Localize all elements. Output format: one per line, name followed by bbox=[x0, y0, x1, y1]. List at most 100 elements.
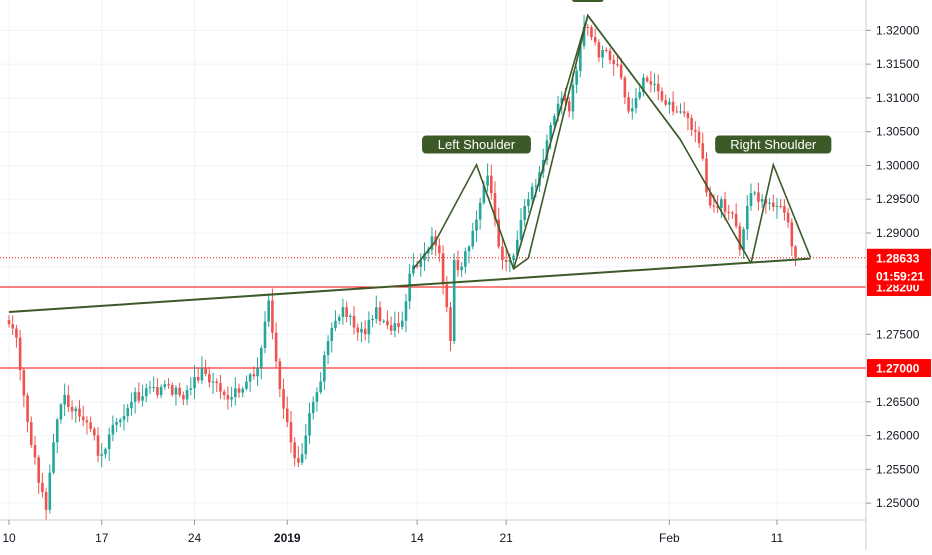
candle-up bbox=[133, 387, 137, 414]
candle-up bbox=[234, 377, 237, 406]
candle-down bbox=[289, 410, 293, 454]
candle-down bbox=[490, 164, 493, 200]
candle-body bbox=[608, 50, 612, 61]
candle-up bbox=[315, 387, 319, 412]
candle-body bbox=[397, 323, 400, 327]
candle-up bbox=[245, 375, 248, 391]
candle-body bbox=[389, 325, 393, 331]
candle-body bbox=[656, 83, 660, 92]
candle-body bbox=[67, 395, 70, 407]
candle-down bbox=[660, 87, 664, 103]
candle-up bbox=[55, 417, 59, 454]
candle-up bbox=[634, 88, 638, 114]
time-axis[interactable]: 10 17 24 2019 14 21 Feb 11 bbox=[2, 520, 784, 545]
candle-down bbox=[137, 382, 141, 404]
y-tick-label: 1.31000 bbox=[876, 91, 920, 105]
candle-body bbox=[356, 327, 360, 333]
candle-body bbox=[319, 381, 322, 393]
candle-up bbox=[367, 311, 371, 344]
candle-body bbox=[282, 389, 285, 409]
candle-body bbox=[449, 307, 452, 342]
candle-body bbox=[790, 222, 794, 247]
candle-body bbox=[363, 328, 367, 335]
candle-body bbox=[430, 236, 434, 250]
candle-down bbox=[675, 105, 679, 114]
candle-body bbox=[779, 205, 782, 207]
candle-up bbox=[720, 196, 723, 219]
candle-body bbox=[200, 368, 204, 381]
candle-down bbox=[356, 323, 360, 341]
pattern-label-text: Right Shoulder bbox=[730, 137, 817, 152]
y-tick-label: 1.30500 bbox=[876, 125, 920, 139]
pattern-polyline[interactable] bbox=[750, 162, 812, 264]
candle-body bbox=[664, 100, 667, 105]
candle-down bbox=[271, 288, 274, 340]
candle-body bbox=[601, 49, 604, 58]
candle-up bbox=[341, 298, 345, 325]
candle-body bbox=[705, 158, 708, 193]
candle-body bbox=[593, 37, 597, 43]
candle-up bbox=[174, 385, 178, 406]
grid bbox=[0, 0, 866, 520]
candle-body bbox=[263, 321, 267, 349]
candle-body bbox=[497, 219, 501, 247]
candle-down bbox=[378, 301, 382, 326]
candle-down bbox=[771, 194, 775, 212]
candle-body bbox=[490, 175, 493, 194]
pattern-label[interactable]: Left Shoulder bbox=[422, 135, 531, 154]
candle-body bbox=[712, 205, 716, 207]
candle-down bbox=[252, 366, 256, 380]
candle-up bbox=[115, 417, 118, 433]
candle-body bbox=[341, 307, 345, 318]
candle-body bbox=[545, 140, 549, 161]
candle-up bbox=[263, 311, 267, 354]
candle-down bbox=[274, 322, 278, 369]
candle-body bbox=[107, 434, 111, 450]
pattern-label-text: Left Shoulder bbox=[438, 137, 516, 152]
candle-up bbox=[304, 423, 308, 460]
candle-body bbox=[252, 374, 256, 377]
x-tick-label: 14 bbox=[410, 531, 424, 545]
candle-body bbox=[530, 186, 534, 200]
candle-up bbox=[408, 263, 411, 310]
candle-up bbox=[259, 345, 263, 380]
candle-body bbox=[671, 101, 675, 112]
candle-body bbox=[760, 199, 764, 202]
candle-body bbox=[478, 202, 482, 220]
candles bbox=[7, 15, 797, 520]
candle-body bbox=[441, 253, 445, 285]
neckline[interactable] bbox=[8, 257, 811, 313]
candle-body bbox=[579, 45, 582, 71]
candle-body bbox=[222, 391, 226, 396]
candle-body bbox=[349, 315, 352, 317]
candle-down bbox=[649, 71, 653, 93]
candle-body bbox=[701, 143, 705, 159]
candle-down bbox=[593, 28, 597, 46]
candle-up bbox=[575, 66, 578, 94]
candle-up bbox=[230, 386, 233, 408]
horizontal-levels bbox=[0, 257, 866, 369]
candle-body bbox=[93, 428, 96, 436]
pattern-lines bbox=[8, 13, 812, 313]
candle-down bbox=[686, 110, 690, 131]
candle-body bbox=[304, 435, 308, 455]
candle-up bbox=[141, 384, 144, 407]
pattern-label[interactable]: Right Shoulder bbox=[715, 135, 832, 154]
candle-body bbox=[404, 301, 408, 321]
candle-body bbox=[486, 175, 489, 186]
level-badge: 1.27000 bbox=[867, 359, 931, 378]
candle-body bbox=[627, 97, 630, 112]
candle-body bbox=[293, 442, 296, 459]
candle-down bbox=[278, 358, 282, 397]
candle-body bbox=[11, 324, 15, 329]
pattern-polyline[interactable] bbox=[512, 13, 682, 270]
candle-body bbox=[660, 91, 664, 101]
candle-up bbox=[308, 402, 311, 444]
plot-area[interactable]: Left Shoulder Right Shoulder bbox=[0, 0, 866, 520]
candle-down bbox=[690, 114, 693, 137]
candle-up bbox=[768, 198, 771, 211]
candle-down bbox=[567, 96, 571, 118]
candle-body bbox=[315, 392, 319, 402]
